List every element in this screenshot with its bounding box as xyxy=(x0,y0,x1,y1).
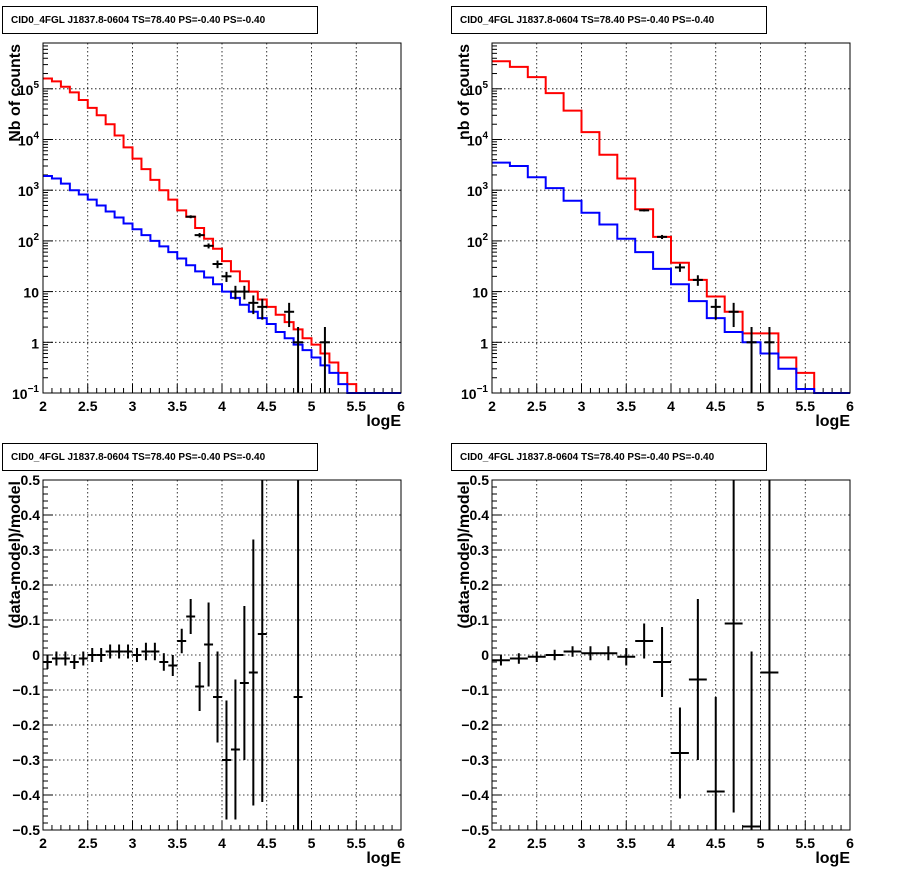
x-tick-label: 5.5 xyxy=(347,835,367,851)
y-tick-label: 0.3 xyxy=(470,542,490,558)
y-tick-label: 0.4 xyxy=(470,507,490,523)
x-tick-label: 3.5 xyxy=(168,398,188,414)
x-axis-label: logE xyxy=(815,413,850,430)
y-tick-label: 0.2 xyxy=(470,577,490,593)
y-tick-label: −0.1 xyxy=(12,682,40,698)
series-line-blue xyxy=(492,161,850,394)
plot-frame xyxy=(491,479,851,831)
x-tick-label: 4 xyxy=(218,835,226,851)
y-tick-label: 103 xyxy=(467,181,489,199)
x-tick-label: 3.5 xyxy=(617,835,637,851)
panel-2-title: CID0_4FGL J1837.8-0604 TS=78.40 PS=-0.40… xyxy=(451,6,767,34)
y-tick-label: −0.1 xyxy=(461,682,489,698)
y-tick-label: 102 xyxy=(18,232,40,250)
x-tick-label: 2.5 xyxy=(78,398,98,414)
x-tick-label: 5.5 xyxy=(796,835,816,851)
y-axis-label: nb of counts xyxy=(456,44,473,140)
x-tick-label: 2 xyxy=(488,835,496,851)
y-axis-label: Nb of counts xyxy=(7,44,24,142)
y-tick-label: 0.4 xyxy=(21,507,41,523)
panel-3-title: CID0_4FGL J1837.8-0604 TS=78.40 PS=-0.40… xyxy=(2,443,318,471)
x-tick-label: 3 xyxy=(578,398,586,414)
residual-plot-left: 2 2.5 3 3.5 4 4.5 5 5.5 6 −0.5 −0.4 −0.3 −0.2 −0.1 0 0.… xyxy=(7,472,405,867)
y-tick-label: 10−1 xyxy=(12,384,39,402)
x-tick-label: 4.5 xyxy=(257,835,277,851)
x-tick-label: 6 xyxy=(846,398,854,414)
y-tick-label: 102 xyxy=(467,232,489,250)
panel-4-title: CID0_4FGL J1837.8-0604 TS=78.40 PS=-0.40… xyxy=(451,443,767,471)
y-tick-label: 0.5 xyxy=(470,472,490,488)
y-tick-label: 10 xyxy=(472,285,488,301)
x-tick-label: 3.5 xyxy=(168,835,188,851)
x-tick-label: 5 xyxy=(757,398,765,414)
y-tick-label: 0.1 xyxy=(470,612,490,628)
x-tick-label: 2.5 xyxy=(527,398,547,414)
x-tick-label: 5.5 xyxy=(796,398,816,414)
y-tick-label: 1 xyxy=(480,335,488,351)
x-tick-label: 3 xyxy=(578,835,586,851)
x-tick-label: 4.5 xyxy=(706,835,726,851)
x-tick-label: 4.5 xyxy=(257,398,277,414)
y-tick-label: −0.4 xyxy=(461,787,489,803)
x-axis-label: logE xyxy=(366,850,401,867)
x-axis-label: logE xyxy=(366,413,401,430)
y-tick-label: 0 xyxy=(481,647,489,663)
y-tick-label: 0 xyxy=(32,647,40,663)
x-tick-label: 6 xyxy=(846,835,854,851)
y-tick-label: 0.5 xyxy=(21,472,41,488)
x-tick-label: 3 xyxy=(129,835,137,851)
y-tick-label: −0.5 xyxy=(461,822,489,838)
x-tick-label: 4.5 xyxy=(706,398,726,414)
y-tick-label: −0.2 xyxy=(461,717,489,733)
y-tick-label: −0.2 xyxy=(12,717,40,733)
plot-frame xyxy=(491,42,851,394)
x-tick-label: 3.5 xyxy=(617,398,637,414)
y-tick-label: 10 xyxy=(23,285,39,301)
residual-plot-right: 2 2.5 3 3.5 4 4.5 5 5.5 6 −0.5 −0.4 −0.3 −0.2 −0.1 0 0.… xyxy=(456,472,854,867)
x-tick-label: 2 xyxy=(488,398,496,414)
y-axis-label: (data-model)/model xyxy=(7,481,24,629)
x-tick-label: 5 xyxy=(308,398,316,414)
x-tick-label: 4 xyxy=(218,398,226,414)
counts-plot-right: 2 2.5 3 3.5 4 4.5 5 5.5 610−1110102103104105logE… xyxy=(456,42,854,430)
y-tick-label: 103 xyxy=(18,181,40,199)
y-tick-label: 1 xyxy=(31,335,39,351)
x-tick-label: 2 xyxy=(39,835,47,851)
plot-frame xyxy=(42,42,402,394)
y-tick-label: 0.3 xyxy=(21,542,41,558)
x-tick-label: 4 xyxy=(667,835,675,851)
x-tick-label: 6 xyxy=(397,398,405,414)
counts-plot-left: 2 2.5 3 3.5 4 4.5 5 5.5 610−1110102103104105logE… xyxy=(7,42,405,430)
y-tick-label: −0.4 xyxy=(12,787,40,803)
y-tick-label: −0.5 xyxy=(12,822,40,838)
x-tick-label: 2 xyxy=(39,398,47,414)
y-axis-label: (data-model)/model xyxy=(456,481,473,629)
panel-1-title: CID0_4FGL J1837.8-0604 TS=78.40 PS=-0.40… xyxy=(2,6,318,34)
x-tick-label: 3 xyxy=(129,398,137,414)
y-tick-label: 0.2 xyxy=(21,577,41,593)
x-tick-label: 2.5 xyxy=(527,835,547,851)
x-tick-label: 2.5 xyxy=(78,835,98,851)
x-tick-label: 5 xyxy=(757,835,765,851)
x-tick-label: 6 xyxy=(397,835,405,851)
x-tick-label: 5 xyxy=(308,835,316,851)
y-tick-label: −0.3 xyxy=(461,752,489,768)
y-tick-label: 10−1 xyxy=(461,384,488,402)
x-tick-label: 5.5 xyxy=(347,398,367,414)
y-tick-label: −0.3 xyxy=(12,752,40,768)
y-tick-label: 0.1 xyxy=(21,612,41,628)
x-axis-label: logE xyxy=(815,850,850,867)
series-line-blue xyxy=(43,175,401,394)
plot-frame xyxy=(42,479,402,831)
x-tick-label: 4 xyxy=(667,398,675,414)
